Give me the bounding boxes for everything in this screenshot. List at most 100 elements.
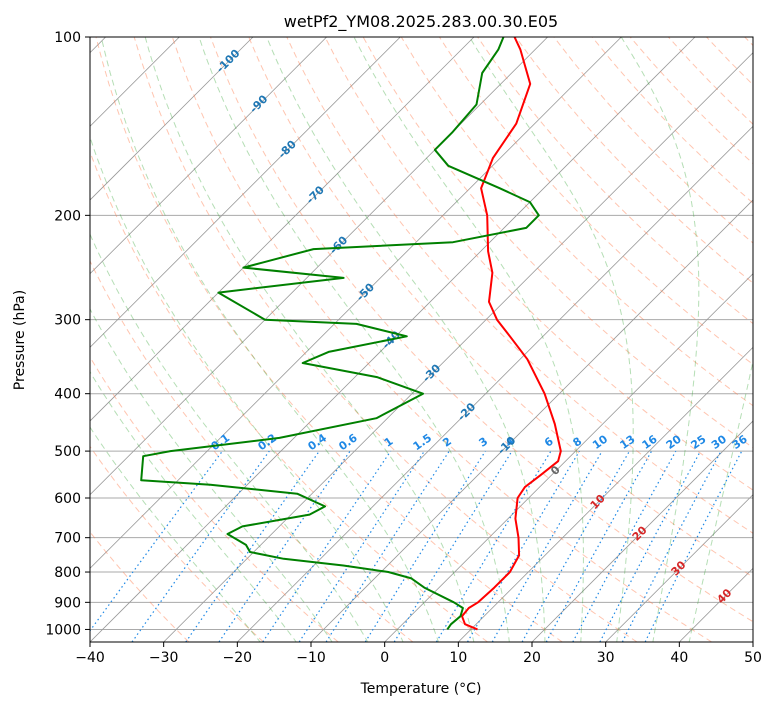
isotherm-label: -60 — [327, 233, 350, 256]
warm-isotherm-label: 0 — [548, 463, 563, 478]
isotherm-line — [90, 37, 327, 275]
moist-adiabat — [353, 37, 584, 642]
isotherm-line — [752, 641, 753, 642]
mixing-ratio-label: 8 — [571, 435, 585, 450]
dry-adiabat — [286, 37, 753, 534]
mixing-ratio-label: 3 — [477, 435, 491, 450]
mixing-ratio-line — [521, 450, 631, 642]
x-tick-label: −10 — [296, 650, 326, 666]
mixing-ratio-line — [364, 450, 486, 642]
isotherm-line — [90, 37, 254, 201]
dewpoint-profile-line — [140, 37, 540, 630]
x-axis-title: Temperature (°C) — [360, 681, 482, 697]
isotherm-line — [458, 346, 753, 642]
isotherm-label: -100 — [214, 47, 243, 76]
y-tick-label: 700 — [54, 531, 81, 547]
dry-adiabat — [248, 37, 753, 578]
warm-isotherm-label: 30 — [669, 558, 689, 578]
x-tick-label: −40 — [75, 650, 105, 666]
isotherm-label: -20 — [455, 400, 478, 423]
isotherm-line — [237, 125, 753, 642]
x-tick-label: 0 — [380, 650, 389, 666]
dry-adiabat — [744, 37, 753, 47]
isotherm-label: -70 — [304, 183, 327, 206]
background-grid — [90, 37, 753, 642]
x-tick-label: −30 — [149, 650, 179, 666]
isotherm-line — [90, 37, 622, 569]
y-tick-label: 800 — [54, 565, 81, 581]
mixing-ratio-line — [185, 450, 320, 642]
dry-adiabat — [133, 37, 638, 642]
moist-adiabat — [266, 37, 546, 642]
moist-adiabat — [620, 37, 700, 642]
mixing-ratio-label: 13 — [617, 433, 637, 452]
isotherm-line — [90, 37, 475, 422]
mixing-ratio-label: 0.6 — [336, 431, 360, 453]
mixing-ratio-label: 16 — [640, 432, 660, 452]
isotherm-line — [384, 273, 753, 642]
y-axis-title: Pressure (hPa) — [12, 290, 28, 390]
moist-adiabat — [90, 135, 404, 642]
x-tick-label: 50 — [744, 650, 762, 666]
warm-isotherm-label: 10 — [588, 492, 608, 512]
mixing-ratio-label: 1 — [382, 435, 396, 450]
mixing-ratio-line — [393, 450, 513, 642]
moist-adiabat — [198, 37, 510, 642]
isotherm-line — [605, 494, 753, 642]
isotherm-line — [310, 199, 753, 642]
isotherm-label: -90 — [247, 92, 270, 115]
isotherm-line — [163, 52, 753, 642]
mixing-ratio-line — [644, 450, 743, 642]
chart-title: wetPf2_YM08.2025.283.00.30.E05 — [284, 12, 558, 32]
moist-adiabat — [90, 370, 297, 642]
y-tick-label: 900 — [54, 595, 81, 611]
x-tick-label: 30 — [597, 650, 615, 666]
mixing-ratio-line — [262, 450, 392, 642]
dry-adiabat — [515, 37, 753, 284]
x-tick-label: −20 — [223, 650, 253, 666]
warm-isotherm-label: 40 — [714, 586, 734, 606]
x-tick-label: 40 — [670, 650, 688, 666]
y-tick-label: 400 — [54, 387, 81, 403]
moist-adiabat — [688, 358, 753, 642]
mixing-ratio-line — [545, 450, 653, 642]
mixing-ratio-line — [435, 450, 552, 642]
dry-adiabat — [90, 356, 339, 642]
dry-adiabat — [668, 37, 753, 125]
isotherm-line — [90, 37, 548, 496]
y-tick-label: 300 — [54, 313, 81, 329]
temperature-profile-line — [461, 37, 562, 631]
plot-frame — [89, 36, 754, 643]
profile-series — [140, 37, 562, 631]
dry-adiabat — [706, 37, 753, 86]
isotherm-line — [679, 567, 753, 642]
isotherm-label: -80 — [276, 138, 299, 161]
dry-adiabat — [90, 259, 414, 642]
dry-adiabat — [438, 37, 753, 366]
mixing-ratio-label: 20 — [664, 432, 684, 452]
dry-adiabat — [324, 37, 753, 491]
mixing-ratio-line — [572, 450, 677, 642]
moist-adiabat — [144, 37, 475, 642]
dry-adiabat — [90, 150, 488, 642]
y-tick-label: 500 — [54, 444, 81, 460]
y-tick-label: 200 — [54, 208, 81, 224]
mixing-ratio-line — [298, 450, 425, 642]
mixing-ratio-line — [599, 450, 702, 642]
isotherm-line — [90, 37, 401, 348]
x-tick-label: 10 — [449, 650, 467, 666]
mixing-ratio-label: 10 — [590, 432, 610, 452]
mixing-ratio-label: 6 — [542, 435, 556, 450]
dry-adiabat — [591, 37, 753, 204]
mixing-ratio-line — [325, 450, 450, 642]
moist-adiabat — [100, 37, 440, 642]
dry-adiabat — [210, 37, 753, 623]
mixing-ratio-label: 25 — [688, 433, 708, 452]
mixing-ratio-line — [90, 450, 223, 632]
dry-adiabat — [90, 445, 264, 642]
moist-adiabat — [90, 308, 333, 642]
mixing-ratio-label: 0.2 — [256, 431, 279, 453]
isotherm-label: -50 — [354, 280, 377, 303]
moist-adiabat — [90, 232, 369, 642]
